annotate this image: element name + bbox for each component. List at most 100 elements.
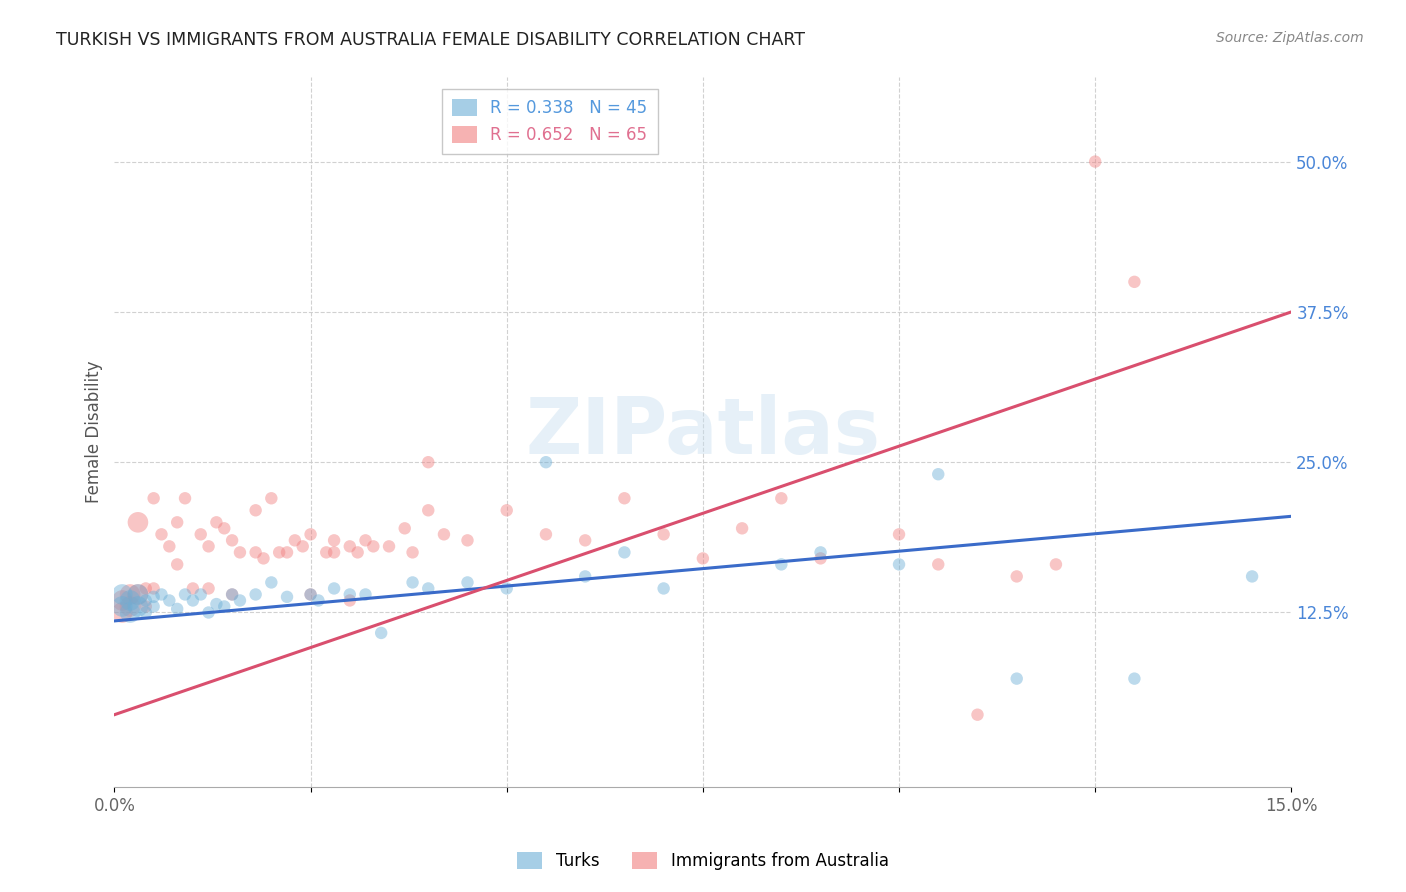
Legend: Turks, Immigrants from Australia: Turks, Immigrants from Australia — [510, 845, 896, 877]
Point — [111, 606, 134, 620]
Point — [652, 527, 675, 541]
Point — [221, 587, 243, 601]
Point — [205, 597, 228, 611]
Point — [652, 582, 675, 596]
Point — [135, 606, 157, 620]
Point — [120, 587, 142, 601]
Point — [574, 533, 596, 548]
Point — [810, 545, 832, 559]
Text: TURKISH VS IMMIGRANTS FROM AUSTRALIA FEMALE DISABILITY CORRELATION CHART: TURKISH VS IMMIGRANTS FROM AUSTRALIA FEM… — [56, 31, 806, 49]
Point — [1045, 558, 1067, 572]
Point — [433, 527, 456, 541]
Point — [284, 533, 307, 548]
Point — [315, 545, 337, 559]
Point — [252, 551, 274, 566]
Point — [245, 545, 267, 559]
Point — [1123, 275, 1146, 289]
Point — [307, 593, 329, 607]
Point — [339, 540, 361, 554]
Point — [120, 593, 142, 607]
Point — [245, 503, 267, 517]
Point — [135, 593, 157, 607]
Point — [142, 590, 165, 604]
Point — [418, 503, 440, 517]
Point — [229, 593, 252, 607]
Point — [157, 593, 180, 607]
Point — [299, 527, 322, 541]
Point — [229, 545, 252, 559]
Point — [150, 527, 173, 541]
Point — [245, 587, 267, 601]
Point — [181, 593, 204, 607]
Point — [887, 558, 910, 572]
Point — [111, 587, 134, 601]
Point — [887, 527, 910, 541]
Point — [214, 599, 236, 614]
Point — [456, 533, 478, 548]
Point — [276, 590, 298, 604]
Point — [135, 599, 157, 614]
Point — [174, 491, 197, 506]
Point — [111, 593, 134, 607]
Point — [291, 540, 314, 554]
Point — [197, 540, 219, 554]
Point — [214, 521, 236, 535]
Point — [135, 582, 157, 596]
Point — [260, 491, 283, 506]
Point — [927, 467, 949, 482]
Point — [190, 587, 212, 601]
Point — [495, 582, 517, 596]
Point — [456, 575, 478, 590]
Point — [205, 516, 228, 530]
Point — [166, 558, 188, 572]
Point — [127, 516, 149, 530]
Point — [127, 587, 149, 601]
Point — [276, 545, 298, 559]
Point — [418, 582, 440, 596]
Point — [269, 545, 291, 559]
Point — [1241, 569, 1264, 583]
Point — [966, 707, 988, 722]
Point — [120, 599, 142, 614]
Point — [323, 533, 346, 548]
Point — [221, 533, 243, 548]
Point — [1005, 569, 1028, 583]
Point — [142, 599, 165, 614]
Point — [574, 569, 596, 583]
Point — [190, 527, 212, 541]
Point — [174, 587, 197, 601]
Point — [339, 593, 361, 607]
Point — [346, 545, 368, 559]
Text: Source: ZipAtlas.com: Source: ZipAtlas.com — [1216, 31, 1364, 45]
Point — [378, 540, 401, 554]
Point — [197, 606, 219, 620]
Point — [401, 575, 423, 590]
Text: ZIPatlas: ZIPatlas — [526, 394, 880, 470]
Y-axis label: Female Disability: Female Disability — [86, 361, 103, 503]
Point — [1005, 672, 1028, 686]
Point — [166, 516, 188, 530]
Point — [401, 545, 423, 559]
Point — [1084, 154, 1107, 169]
Point — [181, 582, 204, 596]
Point — [142, 491, 165, 506]
Point — [323, 582, 346, 596]
Point — [197, 582, 219, 596]
Point — [927, 558, 949, 572]
Point — [770, 558, 793, 572]
Point — [418, 455, 440, 469]
Point — [394, 521, 416, 535]
Point — [731, 521, 754, 535]
Point — [299, 587, 322, 601]
Point — [534, 455, 557, 469]
Point — [127, 587, 149, 601]
Point — [323, 545, 346, 559]
Point — [260, 575, 283, 590]
Point — [166, 602, 188, 616]
Point — [142, 582, 165, 596]
Point — [127, 599, 149, 614]
Point — [354, 587, 377, 601]
Point — [692, 551, 714, 566]
Point — [534, 527, 557, 541]
Point — [770, 491, 793, 506]
